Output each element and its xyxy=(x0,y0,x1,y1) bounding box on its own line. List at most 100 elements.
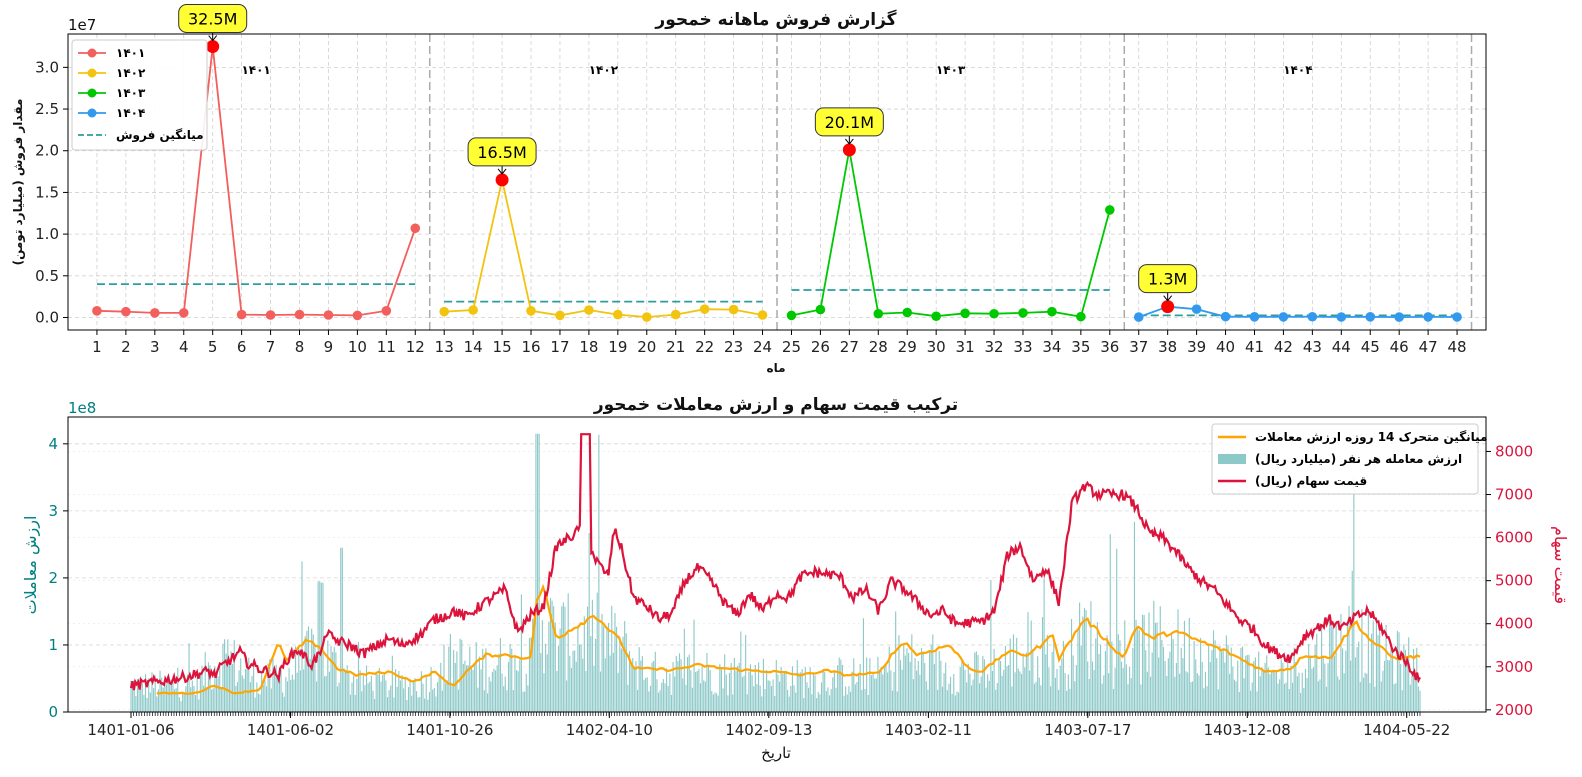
value-bar xyxy=(567,593,569,712)
sales-point xyxy=(1047,306,1057,317)
value-bar xyxy=(170,679,172,712)
value-bar xyxy=(1103,675,1105,712)
value-bar xyxy=(1048,667,1050,712)
sales-point xyxy=(555,310,565,321)
value-bar xyxy=(851,671,853,712)
value-bar xyxy=(641,656,643,712)
value-bar xyxy=(549,597,552,712)
value-bar xyxy=(774,695,776,712)
value-bar xyxy=(827,687,829,712)
value-bar xyxy=(272,659,274,712)
sales-x-tick-label: 39 xyxy=(1187,338,1206,356)
sales-x-tick-label: 18 xyxy=(579,338,598,356)
value-bar xyxy=(961,660,963,712)
value-bar xyxy=(943,673,945,712)
value-bar xyxy=(412,680,414,712)
sales-x-tick-label: 38 xyxy=(1158,338,1177,356)
legend-label: ارزش معامله هر نفر (میلیارد ریال) xyxy=(1255,452,1462,466)
legend-label: میانگین متحرک 14 روزه ارزش معاملات xyxy=(1255,430,1488,445)
value-bar xyxy=(808,687,810,712)
value-bar xyxy=(730,662,732,712)
value-bar xyxy=(901,669,903,712)
sales-point xyxy=(989,308,999,319)
value-bar xyxy=(307,626,310,712)
value-bar xyxy=(830,688,832,712)
value-bar xyxy=(1046,634,1048,712)
legend-swatch-bar xyxy=(1218,454,1246,464)
value-bar xyxy=(519,659,521,712)
value-bar xyxy=(622,636,624,712)
value-bar xyxy=(599,671,602,712)
value-bar xyxy=(896,691,898,712)
value-bar xyxy=(633,669,635,712)
value-bar xyxy=(1321,626,1323,712)
price-x-tick-label: 1402-09-13 xyxy=(725,721,812,739)
sales-line xyxy=(1138,305,1458,319)
peak-label-box xyxy=(178,4,248,34)
value-bar xyxy=(607,622,610,712)
value-bar xyxy=(1375,617,1378,712)
peak-label: 32.5M xyxy=(188,10,237,29)
sales-chart: گزارش فروش ماهانه خمحور 1e7 ۱۴۰۱ ۱۴۰۲ ۱۴۰۳… xyxy=(11,4,1487,375)
value-bar xyxy=(1159,606,1161,712)
value-bar xyxy=(937,689,939,712)
value-bar xyxy=(1185,671,1187,712)
value-bar xyxy=(1003,669,1005,712)
value-bar xyxy=(1093,669,1095,712)
value-bar xyxy=(251,675,253,712)
value-bar xyxy=(1279,679,1281,712)
value-bar xyxy=(887,672,889,712)
price-x-tick-label: 1401-10-26 xyxy=(406,721,493,739)
value-bar xyxy=(798,672,800,712)
value-bar xyxy=(1020,673,1023,712)
value-bar xyxy=(999,660,1002,712)
value-bar xyxy=(699,683,702,712)
sales-y-ticks: 0.0 0.5 1.0 1.5 2.0 2.5 3.0 xyxy=(35,58,68,326)
value-bar xyxy=(983,659,985,712)
value-bar xyxy=(385,680,387,712)
value-bar xyxy=(516,670,518,712)
value-bar xyxy=(249,682,251,712)
value-bar xyxy=(1274,672,1276,712)
value-bar xyxy=(741,677,743,712)
value-bar xyxy=(296,672,298,712)
value-bar xyxy=(759,685,761,712)
value-bar xyxy=(1396,630,1398,712)
value-bar xyxy=(1250,690,1252,712)
value-bar xyxy=(711,691,713,712)
value-bar xyxy=(586,606,589,712)
value-bar xyxy=(414,678,416,712)
value-bar xyxy=(564,606,566,712)
value-bar xyxy=(1342,648,1344,712)
sales-point xyxy=(1394,312,1404,322)
value-bar xyxy=(832,677,834,712)
value-bar xyxy=(596,592,598,712)
value-bar xyxy=(714,692,716,712)
value-bar xyxy=(199,674,201,712)
value-bar xyxy=(1312,667,1315,712)
value-bar xyxy=(1114,667,1116,712)
value-bar xyxy=(1298,672,1300,712)
value-bar xyxy=(162,687,164,712)
value-bar xyxy=(557,645,560,712)
year-label: ۱۴۰۴ xyxy=(1283,63,1312,77)
value-bar xyxy=(1119,640,1121,712)
value-bar xyxy=(838,657,840,712)
value-bar xyxy=(380,681,382,712)
value-bar xyxy=(203,685,205,712)
value-bar xyxy=(980,676,982,712)
value-bar xyxy=(1243,678,1245,712)
value-bar xyxy=(407,686,410,712)
value-bar xyxy=(1138,630,1140,712)
value-bar xyxy=(945,662,947,712)
value-bar xyxy=(306,630,308,712)
value-bar xyxy=(370,675,372,712)
value-bar xyxy=(670,694,673,712)
value-bar xyxy=(588,533,590,712)
value-bar xyxy=(843,695,845,712)
value-bar xyxy=(898,635,900,712)
value-bar xyxy=(383,674,385,712)
sales-y-tick-label: 0.0 xyxy=(35,308,59,326)
value-bar xyxy=(1259,676,1261,712)
